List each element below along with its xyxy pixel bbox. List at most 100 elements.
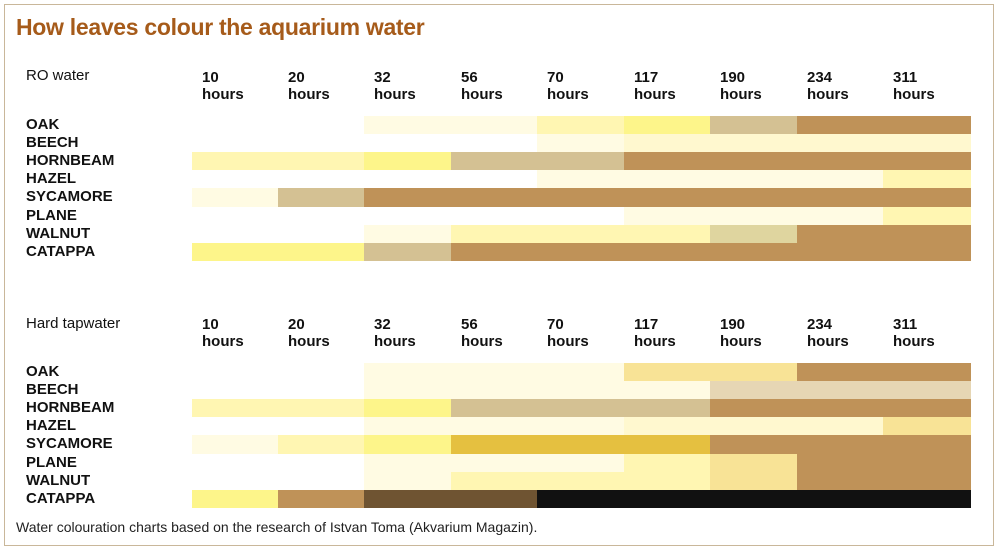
column-hours-unit: hours xyxy=(202,86,244,103)
heatmap-cell xyxy=(883,471,971,491)
column-hours-value: 56 xyxy=(461,69,478,86)
heatmap-cell xyxy=(364,381,452,400)
leaf-row-label: HORNBEAM xyxy=(26,399,115,417)
column-hours-value: 10 xyxy=(202,69,219,86)
heatmap-cell xyxy=(797,435,884,454)
heatmap-cell xyxy=(624,453,711,472)
heatmap-cell xyxy=(797,242,884,262)
heatmap-cell xyxy=(278,116,365,135)
heatmap-cell xyxy=(710,224,798,244)
heatmap-cell xyxy=(192,242,279,262)
column-header: 311 hours xyxy=(893,316,935,350)
heatmap-cell xyxy=(624,435,711,454)
heatmap-cell xyxy=(537,435,625,454)
leaf-row-label: WALNUT xyxy=(26,471,91,489)
leaf-row-label: PLANE xyxy=(26,206,77,224)
column-hours-unit: hours xyxy=(634,333,676,350)
column-hours-value: 190 xyxy=(720,316,746,333)
section-title: RO water xyxy=(26,67,90,84)
column-header: 32 hours xyxy=(374,69,416,103)
heatmap-cell xyxy=(624,417,711,436)
heatmap-cell xyxy=(797,224,884,244)
chart-title: How leaves colour the aquarium water xyxy=(16,14,425,40)
heatmap-cell xyxy=(537,417,625,436)
heatmap-cell xyxy=(883,152,971,171)
column-hours-unit: hours xyxy=(288,333,330,350)
leaf-row-label: HAZEL xyxy=(26,417,76,435)
heatmap-cell xyxy=(710,152,798,171)
heatmap-cell xyxy=(624,489,711,509)
heatmap-cell xyxy=(710,489,798,509)
heatmap-cell xyxy=(451,435,538,454)
heatmap-cell xyxy=(537,134,625,153)
heatmap-cell xyxy=(883,417,971,436)
heatmap-cell xyxy=(624,188,711,207)
heatmap-cell xyxy=(883,170,971,189)
leaf-row-label: BEECH xyxy=(26,381,79,399)
heatmap-cell xyxy=(192,206,279,225)
heatmap-cell xyxy=(192,399,279,418)
heatmap-cell xyxy=(710,134,798,153)
heatmap-cell xyxy=(278,188,365,207)
column-header: 20 hours xyxy=(288,316,330,350)
heatmap-cell xyxy=(797,381,884,400)
heatmap-cell xyxy=(624,242,711,262)
heatmap-cell xyxy=(192,134,279,153)
heatmap-cell xyxy=(710,471,798,491)
heatmap-cell xyxy=(710,206,798,225)
heatmap-cell xyxy=(883,206,971,225)
heatmap-cell xyxy=(364,435,452,454)
column-header: 20 hours xyxy=(288,69,330,103)
heatmap-cell xyxy=(278,381,365,400)
heatmap-cell xyxy=(883,242,971,262)
column-hours-unit: hours xyxy=(374,333,416,350)
heatmap-cell xyxy=(797,453,884,472)
heatmap-cell xyxy=(883,224,971,244)
leaf-row-label: CATAPPA xyxy=(26,242,96,260)
heatmap-cell xyxy=(278,363,365,382)
column-hours-unit: hours xyxy=(893,86,935,103)
heatmap-cell xyxy=(537,188,625,207)
heatmap-cell xyxy=(451,453,538,472)
column-header: 234 hours xyxy=(807,316,849,350)
column-hours-unit: hours xyxy=(374,86,416,103)
heatmap-cell xyxy=(624,363,711,382)
heatmap-cell xyxy=(710,417,798,436)
leaf-row-label: SYCAMORE xyxy=(26,435,113,453)
heatmap-cell xyxy=(797,399,884,418)
heatmap-cell xyxy=(710,188,798,207)
column-hours-value: 20 xyxy=(288,316,305,333)
heatmap-cell xyxy=(364,152,452,171)
heatmap-cell xyxy=(710,170,798,189)
heatmap-cell xyxy=(624,116,711,135)
heatmap-cell xyxy=(278,399,365,418)
column-header: 70 hours xyxy=(547,316,589,350)
column-hours-unit: hours xyxy=(461,333,503,350)
heatmap-cell xyxy=(364,224,452,244)
heatmap-cell xyxy=(192,417,279,436)
heatmap-cell xyxy=(364,116,452,135)
footnote: Water colouration charts based on the re… xyxy=(16,519,538,535)
column-hours-unit: hours xyxy=(720,86,762,103)
heatmap-cell xyxy=(364,399,452,418)
heatmap-cell xyxy=(537,206,625,225)
column-header: 10 hours xyxy=(202,316,244,350)
heatmap-cell xyxy=(624,170,711,189)
column-hours-unit: hours xyxy=(202,333,244,350)
heatmap-cell xyxy=(278,435,365,454)
heatmap-cell xyxy=(451,170,538,189)
heatmap-cell xyxy=(537,116,625,135)
heatmap-cell xyxy=(710,453,798,472)
heatmap-cell xyxy=(537,170,625,189)
heatmap-cell xyxy=(451,188,538,207)
heatmap-cell xyxy=(710,435,798,454)
heatmap-cell xyxy=(364,134,452,153)
heatmap-cell xyxy=(192,116,279,135)
heatmap-cell xyxy=(451,381,538,400)
heatmap-cell xyxy=(710,399,798,418)
column-header: 32 hours xyxy=(374,316,416,350)
heatmap-cell xyxy=(624,381,711,400)
column-header: 117 hours xyxy=(634,69,676,103)
column-hours-unit: hours xyxy=(807,333,849,350)
heatmap-cell xyxy=(883,399,971,418)
